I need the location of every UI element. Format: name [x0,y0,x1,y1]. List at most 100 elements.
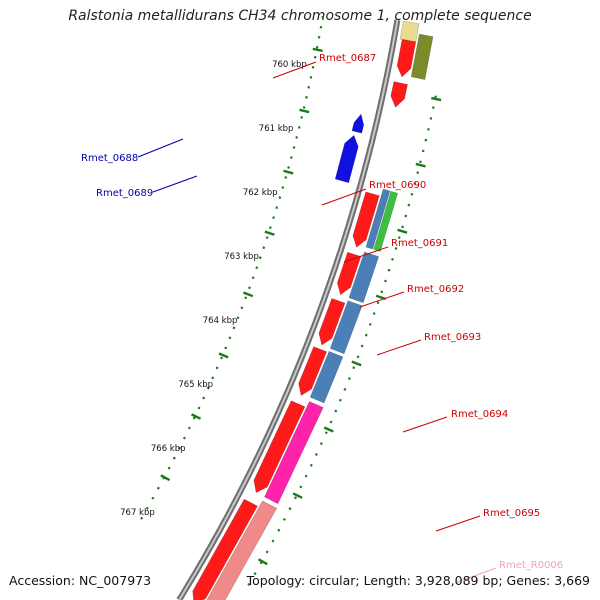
tick-dot [271,539,275,543]
tick-dot [329,420,333,424]
tick-label: 760 kbp [272,60,307,70]
gene-block-feature [348,251,380,304]
tick-dot [343,387,347,391]
tick-dot [259,561,263,565]
tick-dot [288,507,292,511]
sequence-summary: Topology: circular; Length: 3,928,089 bp… [246,573,590,588]
tick-dot [262,246,266,250]
gene-leader-line [137,138,184,158]
tick-dot [376,301,380,305]
gene-block-feature [309,351,344,404]
tick-dot [182,436,186,440]
gene-label: Rmet_0693 [424,332,481,343]
tick-dot [258,256,262,260]
tick-dot [140,516,144,520]
tick-dot [240,306,244,310]
tick-dot [192,416,196,420]
tick-dot [265,236,269,240]
tick-dot [224,346,228,350]
tick-dot [419,160,422,164]
tick-dot [302,106,306,109]
gene-block-feature [336,251,362,296]
tick-dot [338,398,342,402]
gene-leader-line [359,291,405,308]
tick-dot [324,431,328,435]
tick-dot [277,528,281,532]
tick-dot [156,486,160,490]
tick-dot [211,376,215,380]
tick-dot [401,225,404,229]
tick-dot [334,409,338,413]
tick-dot [177,446,181,450]
gene-block-feature [253,400,306,494]
tick-dot [299,485,303,489]
tick-dot [387,268,391,272]
gene-leader-line [272,61,317,79]
tick-dot [304,474,308,478]
tick-dot [410,192,414,196]
gene-label: Rmet_0689 [96,188,153,199]
tick-dot [206,386,210,390]
tick-dot [372,312,376,315]
gene-block-feature [351,113,365,134]
gene-label: Rmet_R0006 [499,560,563,571]
tick-dot [255,266,259,270]
tick-dot [397,236,401,240]
tick-label: 766 kbp [151,444,186,454]
tick-dot [265,550,269,554]
gene-label: Rmet_0687 [319,53,376,64]
tick-dot [275,206,279,209]
gene-block-feature [365,188,391,250]
tick-label: 762 kbp [243,188,278,198]
map-title: Ralstonia metallidurans CH34 chromosome … [68,8,532,24]
tick-dot [247,582,251,586]
tick-dot [295,136,299,139]
major-tick [431,96,442,102]
major-tick [264,230,275,236]
tick-dot [251,276,255,280]
major-tick [257,558,268,566]
gene-block-feature [352,191,380,248]
tick-dot [202,396,206,400]
major-tick [292,492,303,499]
tick-dot [220,356,223,360]
tick-dot [187,426,191,430]
tick-dot [215,366,219,370]
gene-block-feature [334,134,359,184]
tick-label: 764 kbp [203,316,238,326]
tick-dot [282,517,286,521]
gene-leader-line [402,416,448,433]
tick-label: 763 kbp [224,252,259,262]
accession-label: Accession: NC_007973 [9,573,152,588]
tick-dot [416,171,420,174]
gene-label: Rmet_0691 [391,238,448,249]
major-tick [415,162,426,168]
tick-dot [309,463,313,467]
tick-dot [167,466,171,470]
gene-block-feature [396,39,417,78]
major-tick [191,413,202,420]
tick-dot [278,196,282,199]
gene-block-feature [373,190,399,252]
gene-label: Rmet_0688 [81,153,138,164]
tick-dot [352,366,356,370]
gene-label: Rmet_0690 [369,180,426,191]
tick-dot [424,138,428,142]
gene-block-feature [192,498,258,600]
major-tick [160,474,171,482]
tick-dot [151,496,155,500]
tick-label: 765 kbp [178,380,213,390]
tick-label: 761 kbp [259,124,294,134]
tick-dot [236,316,240,320]
major-tick [323,426,334,433]
tick-dot [172,456,176,460]
tick-dot [380,290,384,294]
tick-dot [368,322,372,326]
tick-dot [287,166,290,169]
tick-dot [407,203,411,207]
gene-block-feature [390,81,408,108]
tick-dot [289,156,293,159]
tick-dot [300,116,304,119]
tick-dot [244,296,248,300]
gene-leader-line [321,188,367,206]
